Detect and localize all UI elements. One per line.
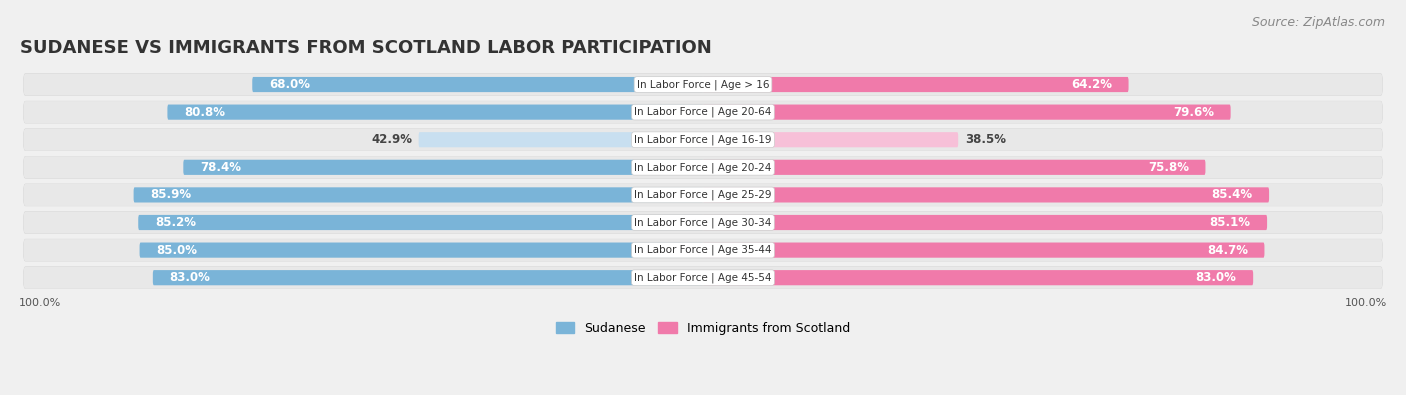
FancyBboxPatch shape <box>24 212 1382 233</box>
FancyBboxPatch shape <box>183 160 703 175</box>
FancyBboxPatch shape <box>703 160 1205 175</box>
Text: 85.2%: 85.2% <box>155 216 195 229</box>
FancyBboxPatch shape <box>24 184 1382 206</box>
Text: 68.0%: 68.0% <box>269 78 309 91</box>
Text: 83.0%: 83.0% <box>169 271 211 284</box>
Text: 84.7%: 84.7% <box>1206 244 1249 257</box>
Legend: Sudanese, Immigrants from Scotland: Sudanese, Immigrants from Scotland <box>551 317 855 340</box>
Text: 85.0%: 85.0% <box>156 244 197 257</box>
Text: In Labor Force | Age > 16: In Labor Force | Age > 16 <box>637 79 769 90</box>
FancyBboxPatch shape <box>24 212 1382 233</box>
Text: In Labor Force | Age 30-34: In Labor Force | Age 30-34 <box>634 217 772 228</box>
FancyBboxPatch shape <box>24 239 1382 261</box>
Text: 42.9%: 42.9% <box>371 133 412 146</box>
FancyBboxPatch shape <box>24 73 1382 96</box>
FancyBboxPatch shape <box>24 239 1382 261</box>
Text: 75.8%: 75.8% <box>1147 161 1189 174</box>
FancyBboxPatch shape <box>24 73 1382 96</box>
Text: 64.2%: 64.2% <box>1071 78 1112 91</box>
FancyBboxPatch shape <box>703 215 1267 230</box>
FancyBboxPatch shape <box>24 101 1382 123</box>
FancyBboxPatch shape <box>703 270 1253 285</box>
FancyBboxPatch shape <box>252 77 703 92</box>
FancyBboxPatch shape <box>703 243 1264 258</box>
Text: 83.0%: 83.0% <box>1195 271 1237 284</box>
FancyBboxPatch shape <box>24 101 1382 123</box>
FancyBboxPatch shape <box>134 187 703 203</box>
FancyBboxPatch shape <box>24 267 1382 289</box>
Text: 80.8%: 80.8% <box>184 105 225 118</box>
FancyBboxPatch shape <box>703 77 1129 92</box>
FancyBboxPatch shape <box>167 105 703 120</box>
FancyBboxPatch shape <box>703 132 959 147</box>
FancyBboxPatch shape <box>153 270 703 285</box>
Text: In Labor Force | Age 45-54: In Labor Force | Age 45-54 <box>634 273 772 283</box>
Text: 85.9%: 85.9% <box>150 188 191 201</box>
Text: 38.5%: 38.5% <box>965 133 1005 146</box>
FancyBboxPatch shape <box>24 156 1382 178</box>
Text: In Labor Force | Age 16-19: In Labor Force | Age 16-19 <box>634 134 772 145</box>
FancyBboxPatch shape <box>703 105 1230 120</box>
Text: SUDANESE VS IMMIGRANTS FROM SCOTLAND LABOR PARTICIPATION: SUDANESE VS IMMIGRANTS FROM SCOTLAND LAB… <box>20 39 711 57</box>
Text: In Labor Force | Age 20-24: In Labor Force | Age 20-24 <box>634 162 772 173</box>
Text: Source: ZipAtlas.com: Source: ZipAtlas.com <box>1251 16 1385 29</box>
Text: 85.1%: 85.1% <box>1209 216 1250 229</box>
FancyBboxPatch shape <box>139 243 703 258</box>
Text: In Labor Force | Age 25-29: In Labor Force | Age 25-29 <box>634 190 772 200</box>
FancyBboxPatch shape <box>24 129 1382 150</box>
FancyBboxPatch shape <box>419 132 703 147</box>
Text: In Labor Force | Age 20-64: In Labor Force | Age 20-64 <box>634 107 772 117</box>
Text: 78.4%: 78.4% <box>200 161 240 174</box>
Text: 85.4%: 85.4% <box>1212 188 1253 201</box>
FancyBboxPatch shape <box>24 129 1382 150</box>
Text: In Labor Force | Age 35-44: In Labor Force | Age 35-44 <box>634 245 772 255</box>
FancyBboxPatch shape <box>138 215 703 230</box>
FancyBboxPatch shape <box>24 267 1382 289</box>
FancyBboxPatch shape <box>24 184 1382 206</box>
FancyBboxPatch shape <box>24 156 1382 178</box>
Text: 79.6%: 79.6% <box>1173 105 1213 118</box>
FancyBboxPatch shape <box>703 187 1270 203</box>
